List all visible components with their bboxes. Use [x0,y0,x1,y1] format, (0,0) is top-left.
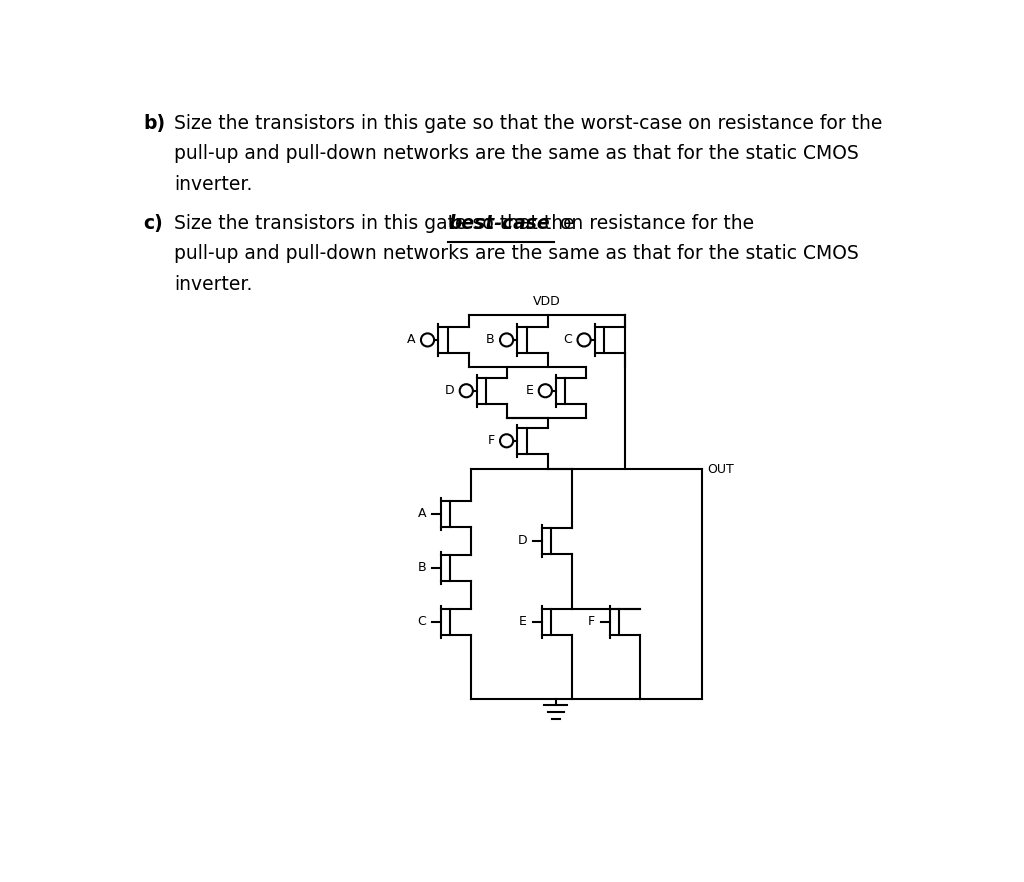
Text: inverter.: inverter. [174,176,253,194]
Text: E: E [525,385,534,397]
Text: OUT: OUT [707,463,733,475]
Circle shape [500,434,513,447]
Text: b): b) [143,114,166,132]
Text: D: D [444,385,455,397]
Circle shape [539,385,552,397]
Circle shape [578,333,591,347]
Text: B: B [486,333,495,347]
Text: A: A [418,507,426,520]
Text: Size the transistors in this gate so that the worst-case on resistance for the: Size the transistors in this gate so tha… [174,114,883,132]
Text: c): c) [143,213,163,233]
Text: inverter.: inverter. [174,275,253,295]
Text: F: F [588,616,595,628]
Text: C: C [563,333,572,347]
Text: pull-up and pull-down networks are the same as that for the static CMOS: pull-up and pull-down networks are the s… [174,145,859,163]
Text: on resistance for the: on resistance for the [554,213,755,233]
Text: best-case: best-case [449,213,550,233]
Text: B: B [418,561,426,574]
Text: C: C [418,616,426,628]
Text: E: E [519,616,527,628]
Circle shape [460,385,473,397]
Text: A: A [407,333,416,347]
Text: Size the transistors in this gate so that the: Size the transistors in this gate so tha… [174,213,582,233]
Text: D: D [517,534,527,548]
Circle shape [500,333,513,347]
Text: F: F [487,434,495,447]
Text: pull-up and pull-down networks are the same as that for the static CMOS: pull-up and pull-down networks are the s… [174,244,859,264]
Circle shape [421,333,434,347]
Text: VDD: VDD [534,295,561,308]
